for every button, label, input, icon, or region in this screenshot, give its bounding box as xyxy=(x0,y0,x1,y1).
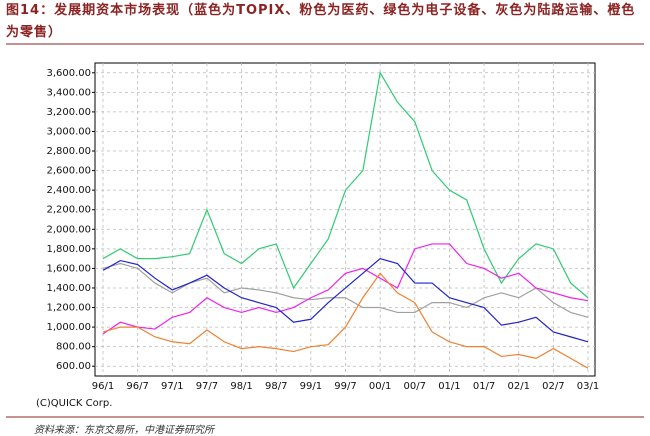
source: 资料来源：东京交易所，中港证券研究所 xyxy=(34,425,214,436)
x-tick-label: 97/7 xyxy=(196,381,218,392)
series-line xyxy=(102,272,589,369)
series-line xyxy=(102,262,589,318)
x-tick-label: 01/7 xyxy=(473,381,495,392)
x-tick-label: 98/7 xyxy=(265,381,287,392)
x-tick-label: 97/1 xyxy=(161,381,183,392)
plot-frame xyxy=(94,62,596,377)
y-tick-label: 2,200.00 xyxy=(46,205,91,216)
y-tick-label: 1,600.00 xyxy=(46,263,91,274)
x-tick-label: 98/1 xyxy=(230,381,252,392)
y-tick-label: 3,600.00 xyxy=(46,68,91,79)
x-tick-label: 99/1 xyxy=(300,381,322,392)
y-tick-label: 3,000.00 xyxy=(46,126,91,137)
x-tick-label: 96/7 xyxy=(126,381,148,392)
y-tick-label: 3,400.00 xyxy=(46,87,91,98)
y-tick-label: 2,800.00 xyxy=(46,146,91,157)
y-tick-label: 2,400.00 xyxy=(46,185,91,196)
y-tick-label: 2,000.00 xyxy=(46,224,91,235)
x-tick-label: 01/1 xyxy=(438,381,460,392)
x-tick-label: 02/1 xyxy=(507,381,529,392)
y-tick-label: 600.00 xyxy=(56,361,91,372)
y-tick-label: 2,600.00 xyxy=(46,166,91,177)
series-line xyxy=(102,71,589,299)
x-tick-label: 03/1 xyxy=(577,381,599,392)
y-tick-label: 1,800.00 xyxy=(46,244,91,255)
x-tick-label: 99/7 xyxy=(334,381,356,392)
x-tick-label: 00/7 xyxy=(404,381,426,392)
y-tick-label: 1,200.00 xyxy=(46,303,91,314)
y-tick-label: 3,200.00 xyxy=(46,107,91,118)
x-tick-label: 96/1 xyxy=(92,381,114,392)
series-line xyxy=(102,243,589,335)
y-tick-label: 800.00 xyxy=(56,342,91,353)
chart-title: 图14：发展期资本市场表现（蓝色为TOPIX、粉色为医药、绿色为电子设备、灰色为… xyxy=(6,3,636,40)
x-tick-label: 02/7 xyxy=(542,381,564,392)
y-tick-label: 1,400.00 xyxy=(46,283,91,294)
series-line xyxy=(102,257,589,343)
note: (C)QUICK Corp. xyxy=(36,398,112,409)
y-tick-label: 1,000.00 xyxy=(46,322,91,333)
x-tick-label: 00/1 xyxy=(369,381,391,392)
